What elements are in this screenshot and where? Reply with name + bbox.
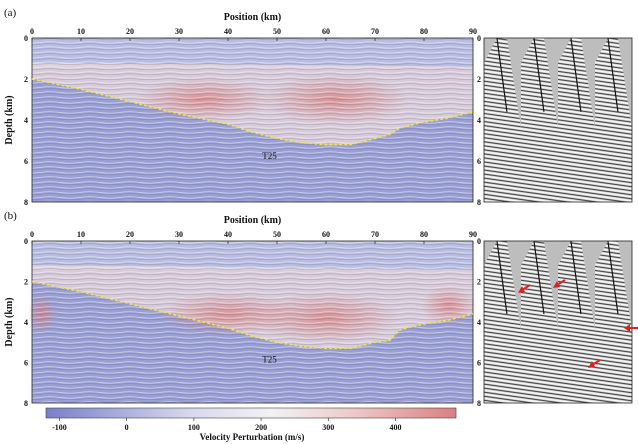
x-tick-label: 30 xyxy=(175,27,183,36)
gather-y-tick-label: 0 xyxy=(477,237,481,246)
x-tick-label: 90 xyxy=(469,230,477,239)
panel-a: T25(a) Position (km)0 10 20 30 40 50 60 70 80 90De… xyxy=(4,7,633,207)
horizon-line xyxy=(31,280,474,350)
y-tick-label: 4 xyxy=(24,318,28,327)
gather-y-tick-label: 4 xyxy=(477,116,481,125)
x-tick-label: 70 xyxy=(371,27,379,36)
gather-y-tick-label: 2 xyxy=(477,278,481,287)
x-tick-label: 40 xyxy=(224,230,232,239)
y-axis-label: Depth (km) xyxy=(4,95,15,144)
colorbar-tick-label: -100 xyxy=(52,423,67,432)
y-tick-label: 8 xyxy=(24,198,28,207)
x-tick-label: 10 xyxy=(77,27,85,36)
y-tick-label: 2 xyxy=(24,75,28,84)
gather-y-tick-label: 8 xyxy=(477,399,481,408)
x-tick-label: 50 xyxy=(273,230,281,239)
y-tick-label: 6 xyxy=(24,359,28,368)
angle-gathers xyxy=(483,37,633,203)
y-tick-label: 2 xyxy=(24,278,28,287)
y-axis-label: Depth (km) xyxy=(4,297,15,346)
x-tick-label: 10 xyxy=(77,230,85,239)
x-tick-label: 70 xyxy=(371,230,379,239)
seismic-section xyxy=(31,37,474,203)
y-tick-label: 4 xyxy=(24,116,28,125)
gather-y-tick-label: 4 xyxy=(477,318,481,327)
horizon-label: T25 xyxy=(262,355,277,365)
gather-y-tick-label: 2 xyxy=(477,75,481,84)
gather-y-tick-label: 8 xyxy=(477,198,481,207)
colorbar: -100 0 100 200 300 400 Velocity Perturbation … xyxy=(45,407,457,442)
panel-label: (b) xyxy=(4,210,17,222)
red-arrow-icon xyxy=(553,279,566,288)
x-axis-label: Position (km) xyxy=(224,12,282,23)
red-arrow-icon xyxy=(588,359,601,368)
colorbar-gradient xyxy=(45,407,457,419)
panel-label: (a) xyxy=(4,7,17,19)
colorbar-tick-label: 400 xyxy=(390,423,402,432)
y-tick-label: 0 xyxy=(24,34,28,43)
gather-y-tick-label: 0 xyxy=(477,34,481,43)
colorbar-tick-label: 200 xyxy=(255,423,267,432)
red-arrow-icon xyxy=(624,324,638,332)
angle-gathers xyxy=(483,240,633,404)
gather-y-tick-label: 6 xyxy=(477,359,481,368)
x-tick-label: 80 xyxy=(420,230,428,239)
x-tick-label: 90 xyxy=(469,27,477,36)
panel-b: T25(b) Position (km)0 10 20 30 40 50 60 70 80 90De… xyxy=(4,210,638,408)
colorbar-tick-label: 300 xyxy=(322,423,334,432)
x-tick-label: 60 xyxy=(322,230,330,239)
red-arrow-icon xyxy=(518,284,531,293)
colorbar-tick-label: 0 xyxy=(125,423,129,432)
x-tick-label: 80 xyxy=(420,27,428,36)
seismic-section xyxy=(27,240,477,404)
colorbar-tick-label: 100 xyxy=(188,423,200,432)
horizon-label: T25 xyxy=(262,151,277,161)
x-tick-label: 60 xyxy=(322,27,330,36)
x-tick-label: 30 xyxy=(175,230,183,239)
x-tick-label: 20 xyxy=(126,230,134,239)
x-tick-label: 0 xyxy=(30,27,34,36)
x-tick-label: 0 xyxy=(30,230,34,239)
horizon-line xyxy=(31,78,474,146)
y-tick-label: 6 xyxy=(24,157,28,166)
x-tick-label: 50 xyxy=(273,27,281,36)
gather-y-tick-label: 6 xyxy=(477,157,481,166)
y-tick-label: 8 xyxy=(24,399,28,408)
y-tick-label: 0 xyxy=(24,237,28,246)
colorbar-label: Velocity Perturbation (m/s) xyxy=(200,432,305,442)
x-axis-label: Position (km) xyxy=(224,215,282,226)
x-tick-label: 40 xyxy=(224,27,232,36)
x-tick-label: 20 xyxy=(126,27,134,36)
